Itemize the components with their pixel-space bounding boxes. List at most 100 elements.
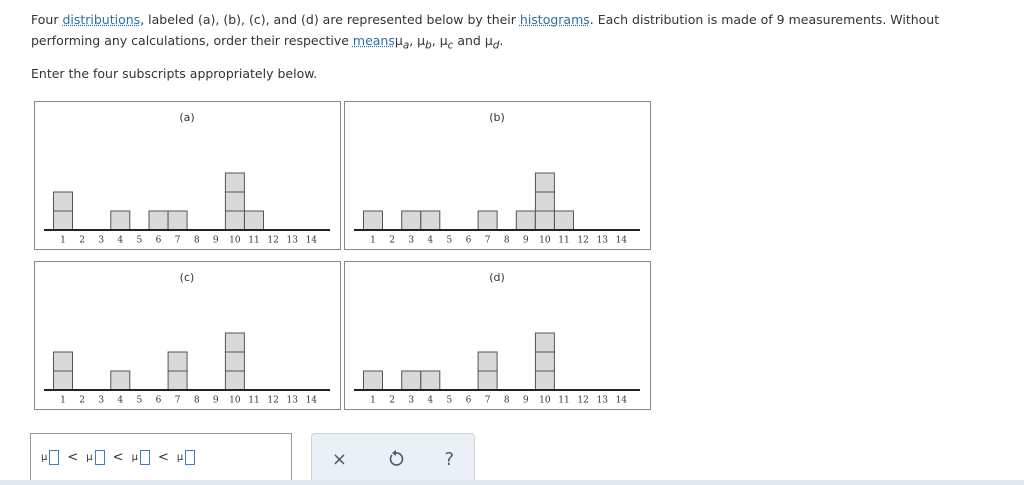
help-button[interactable]: ?	[444, 448, 455, 470]
mu: μ	[484, 33, 493, 48]
tick-label: 2	[389, 236, 395, 246]
tick-label: 9	[523, 396, 529, 406]
answer-box: μ < μ < μ < μ	[30, 433, 292, 485]
slot[interactable]	[185, 450, 196, 465]
tick-label: 7	[175, 396, 181, 406]
tick-label: 1	[370, 396, 376, 406]
square	[148, 210, 169, 231]
square	[534, 370, 555, 391]
relation: <	[67, 450, 79, 465]
separator: .	[499, 33, 504, 48]
tick-label: 10	[229, 236, 241, 246]
tick-label: 12	[577, 236, 588, 246]
histogram: (b)1 2 3 4 5 6 7 8 9 10 11 12 13 14	[344, 101, 651, 250]
histogram: (a)1 2 3 4 5 6 7 8 9 10 11 12 13 14	[34, 101, 341, 250]
tick-label: 10	[539, 396, 551, 406]
square	[224, 332, 245, 353]
tick-label: 3	[408, 236, 414, 246]
tick-label: 1	[60, 236, 66, 246]
tick-label: 7	[485, 396, 491, 406]
tick-label: 10	[229, 396, 241, 406]
tick-label: 13	[286, 396, 298, 406]
tick-label: 11	[558, 236, 569, 246]
slot[interactable]	[94, 450, 105, 465]
square	[167, 210, 188, 231]
histogram-label: (b)	[489, 111, 505, 124]
link[interactable]: distributions	[62, 12, 141, 27]
mu: μ	[41, 452, 48, 463]
link[interactable]: histograms	[519, 12, 590, 27]
link[interactable]: means	[352, 33, 395, 48]
tick-label: 9	[523, 236, 529, 246]
subscript: d	[492, 39, 500, 52]
tick-label: 7	[485, 236, 491, 246]
tick-label: 2	[79, 396, 85, 406]
tick-label: 8	[194, 396, 200, 406]
means-list: μa, μb, μc and μd.	[394, 33, 504, 52]
tick-label: 14	[616, 236, 628, 246]
tick-label: 3	[98, 396, 104, 406]
tick-label: 7	[175, 236, 181, 246]
square	[110, 210, 131, 231]
tick-label: 6	[156, 396, 162, 406]
tick-label: 12	[267, 396, 278, 406]
square	[534, 351, 555, 372]
bottom-bar	[0, 480, 1024, 485]
subscript: a	[402, 39, 410, 52]
tick-label: 12	[577, 396, 588, 406]
tick-label: 4	[427, 236, 433, 246]
square	[420, 370, 441, 391]
mu: μ	[176, 452, 184, 463]
square	[53, 210, 73, 231]
square	[534, 191, 555, 212]
square	[167, 351, 188, 372]
tick-label: 14	[306, 396, 318, 406]
slot[interactable]	[49, 450, 60, 465]
tick-label: 4	[117, 236, 123, 246]
tick-label: 5	[447, 396, 453, 406]
answer-row: μ < μ < μ < μ	[41, 450, 201, 465]
slot[interactable]	[139, 450, 150, 465]
square	[224, 210, 245, 231]
tick-label: 3	[408, 396, 414, 406]
tick-label: 1	[60, 396, 66, 406]
text: Four	[31, 12, 63, 27]
tick-label: 3	[98, 236, 104, 246]
tick-label: 8	[504, 396, 510, 406]
square	[477, 210, 498, 231]
square	[224, 370, 245, 391]
square	[401, 210, 422, 231]
square	[244, 210, 264, 231]
mu: μ	[86, 452, 93, 463]
clear-button[interactable]: ×	[331, 448, 347, 470]
square	[534, 172, 555, 193]
histogram-label: (a)	[179, 111, 194, 124]
tick-label: 9	[213, 396, 219, 406]
undo-button[interactable]	[387, 450, 405, 468]
square	[224, 191, 245, 212]
square	[53, 351, 73, 372]
tick-label: 8	[504, 236, 510, 246]
tick-label: 14	[306, 236, 318, 246]
text: . Each distribution is made of 9 measure…	[31, 12, 940, 48]
tick-label: 11	[558, 396, 569, 406]
separator: ,	[409, 33, 418, 48]
separator: ,	[431, 33, 440, 48]
relation: <	[112, 450, 124, 465]
square	[477, 370, 498, 391]
mu: μ	[439, 33, 448, 48]
tick-label: 13	[596, 236, 608, 246]
square	[420, 210, 441, 231]
tick-label: 5	[447, 236, 453, 246]
tick-label: 1	[370, 236, 376, 246]
square	[534, 332, 555, 353]
tick-label: 5	[137, 396, 143, 406]
histogram-label: (d)	[489, 271, 505, 284]
square	[401, 370, 422, 391]
square	[515, 210, 536, 231]
tick-label: 6	[156, 236, 162, 246]
text: , labeled (a), (b), (c), and (d) are rep…	[140, 12, 520, 27]
instruction: Enter the four subscripts appropriately …	[31, 66, 318, 81]
square	[110, 370, 131, 391]
mu: μ	[394, 33, 403, 48]
